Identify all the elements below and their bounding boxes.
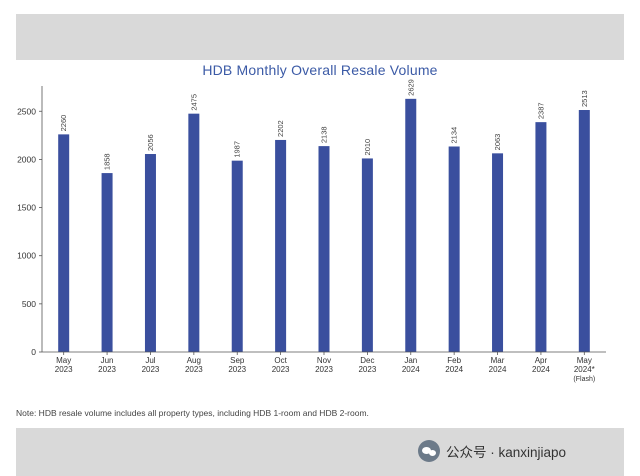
bar-value-label: 1987 xyxy=(233,141,242,158)
x-tick-label: Oct xyxy=(274,356,287,365)
y-tick-label: 2500 xyxy=(17,106,36,116)
x-tick-label: Jul xyxy=(145,356,155,365)
bar-value-label: 2202 xyxy=(276,120,285,137)
x-tick-label: 2024 xyxy=(532,365,550,374)
bar xyxy=(101,173,113,352)
bar-value-label: 2629 xyxy=(406,79,415,96)
x-tick-label: 2023 xyxy=(228,365,246,374)
bar-value-label: 2138 xyxy=(320,126,329,143)
bar-value-label: 2134 xyxy=(450,127,459,144)
x-tick-label: Jun xyxy=(101,356,114,365)
bar xyxy=(188,113,200,353)
top-placeholder-band xyxy=(16,14,624,60)
x-tick-label: 2023 xyxy=(98,365,116,374)
x-tick-label: 2023 xyxy=(185,365,203,374)
chart-title: HDB Monthly Overall Resale Volume xyxy=(202,62,438,78)
footnote: Note: HDB resale volume includes all pro… xyxy=(16,408,369,418)
y-tick-label: 2000 xyxy=(17,154,36,164)
x-tick-label: 2024* xyxy=(574,365,595,374)
bar-value-label: 2475 xyxy=(189,94,198,111)
x-tick-label: 2024 xyxy=(489,365,507,374)
x-tick-label: 2024 xyxy=(402,365,420,374)
x-tick-label: Sep xyxy=(230,356,245,365)
x-tick-label: Aug xyxy=(187,356,201,365)
x-tick-label: Mar xyxy=(491,356,505,365)
x-tick-label: May xyxy=(577,356,592,365)
bars: 2260 1858 2056 2475 1987 2202 2138 2010 2629 2134… xyxy=(58,79,590,353)
x-tick-label: 2023 xyxy=(315,365,333,374)
bar-value-label: 1858 xyxy=(103,153,112,170)
y-axis: 0 500 1000 1500 2000 2500 xyxy=(17,86,43,357)
x-axis: May2023Jun2023Jul2023Aug2023Sep2023Oct20… xyxy=(42,351,606,383)
watermark: 公众号 · kanxinjiapo xyxy=(418,437,566,465)
bar-value-label: 2260 xyxy=(59,115,68,132)
bar xyxy=(361,158,373,352)
x-tick-label: Nov xyxy=(317,356,331,365)
x-tick-label: 2023 xyxy=(142,365,160,374)
x-tick-label: 2023 xyxy=(55,365,73,374)
x-tick-label: 2023 xyxy=(272,365,290,374)
bar xyxy=(231,160,243,352)
x-tick-label: Jan xyxy=(404,356,417,365)
x-tick-label: 2024 xyxy=(445,365,463,374)
x-tick-label: 2023 xyxy=(358,365,376,374)
bar xyxy=(275,139,287,352)
bar xyxy=(448,146,460,352)
bar-value-label: 2513 xyxy=(580,90,589,107)
bar xyxy=(318,146,330,352)
y-tick-label: 1500 xyxy=(17,203,36,213)
bar xyxy=(144,154,156,352)
bar-value-label: 2056 xyxy=(146,134,155,151)
bar xyxy=(58,134,70,352)
x-tick-label: Apr xyxy=(535,356,548,365)
bar xyxy=(492,153,504,352)
bar xyxy=(535,122,547,352)
wechat-icon xyxy=(418,440,440,462)
bar-value-label: 2010 xyxy=(363,139,372,156)
x-tick-label: Dec xyxy=(360,356,374,365)
x-tick-label: Feb xyxy=(447,356,461,365)
x-tick-label: (Flash) xyxy=(573,376,595,383)
bar-value-label: 2387 xyxy=(536,102,545,119)
y-tick-label: 500 xyxy=(22,299,36,309)
bar xyxy=(578,110,590,352)
bottom-placeholder-band xyxy=(16,428,624,476)
bar xyxy=(405,98,417,352)
bar-value-label: 2063 xyxy=(493,134,502,151)
x-tick-label: May xyxy=(56,356,71,365)
watermark-text: 公众号 · kanxinjiapo xyxy=(446,445,567,460)
y-tick-label: 1000 xyxy=(17,251,36,261)
y-tick-label: 0 xyxy=(31,347,36,357)
